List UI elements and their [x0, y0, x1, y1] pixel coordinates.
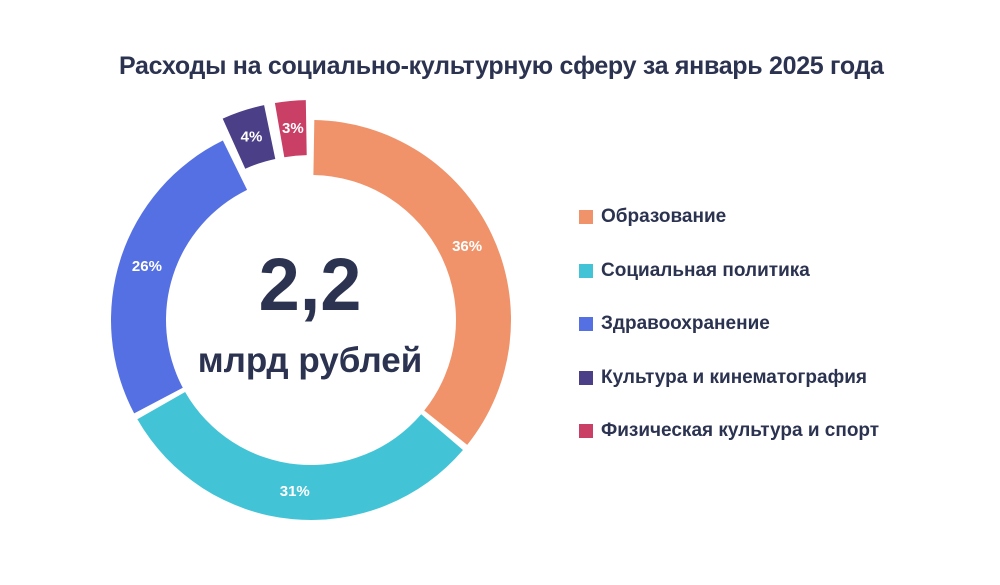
slice-sport — [274, 100, 307, 158]
legend-item-education: Образование — [579, 204, 879, 230]
legend-label: Здравоохранение — [601, 313, 770, 334]
legend-label: Физическая культура и спорт — [601, 420, 880, 441]
slice-culture — [222, 105, 276, 169]
legend-swatch — [579, 263, 593, 278]
legend-item-culture: Культура и кинематография — [579, 365, 879, 391]
legend-swatch — [579, 424, 593, 438]
slice-label-education: 36% — [452, 238, 482, 255]
donut-chart: 36% 31% 26% 4% 3% — [111, 100, 511, 520]
total-value: 2,2 — [258, 243, 362, 326]
legend-swatch — [579, 370, 593, 385]
slice-label-healthcare: 26% — [132, 258, 162, 275]
slice-label-sport: 3% — [282, 120, 304, 137]
slice-label-social-policy: 31% — [280, 483, 310, 500]
total-unit: млрд рублей — [197, 341, 423, 380]
slice-label-culture: 4% — [241, 128, 263, 145]
legend-label: Культура и кинематография — [601, 366, 867, 388]
slice-education — [313, 120, 511, 445]
slice-social-policy — [137, 391, 463, 520]
legend-label: Образование — [601, 206, 727, 227]
legend-swatch — [579, 317, 593, 331]
legend-item-social-policy: Социальная политика — [579, 258, 879, 284]
legend-item-sport: Физическая культура и спорт — [579, 418, 879, 444]
slice-healthcare — [111, 140, 248, 414]
legend-item-healthcare: Здравоохранение — [579, 311, 879, 337]
legend-label: Социальная политика — [601, 259, 810, 281]
legend-swatch — [579, 210, 593, 224]
legend: Образование Социальная политика Здравоох… — [579, 204, 879, 472]
chart-title: Расходы на социально-культурную сферу за… — [119, 52, 884, 80]
